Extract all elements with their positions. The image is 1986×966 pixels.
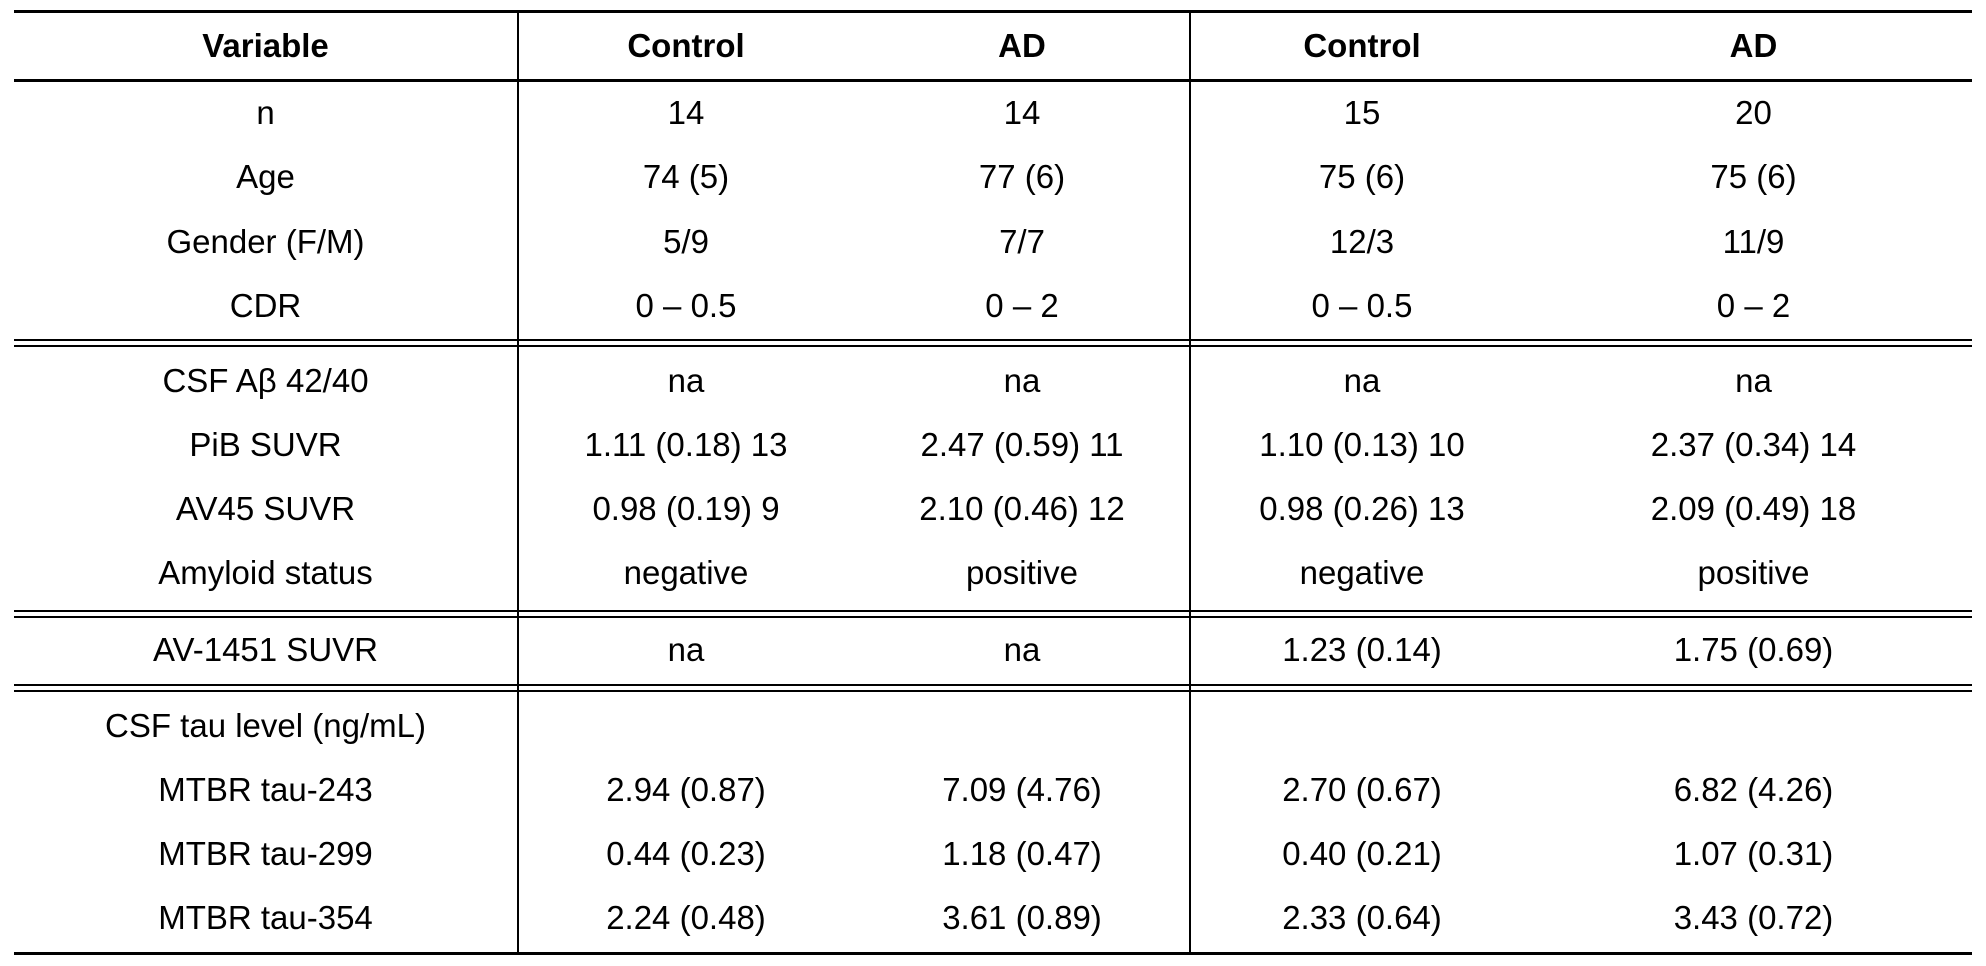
table-row: MTBR tau-299 0.44 (0.23) 1.18 (0.47) 0.4… xyxy=(14,824,1972,884)
row-label: MTBR tau-354 xyxy=(158,899,373,936)
row-label: AV45 SUVR xyxy=(175,490,356,527)
row-label: PiB SUVR xyxy=(189,426,342,463)
section-rule-2 xyxy=(14,610,1972,612)
table-cell: positive xyxy=(966,554,1078,591)
table-cell: 2.09 (0.49) 18 xyxy=(1650,490,1857,527)
table-row: PiB SUVR 1.11 (0.18) 13 2.47 (0.59) 11 1… xyxy=(14,415,1972,475)
section-rule-1b xyxy=(14,345,1972,347)
table-cell: 2.24 (0.48) xyxy=(606,899,766,936)
table-cell: 75 (6) xyxy=(1318,158,1406,195)
table-cell: 2.37 (0.34) 14 xyxy=(1650,426,1857,463)
header-control-2: Control xyxy=(1303,27,1421,64)
table-cell: positive xyxy=(1697,554,1810,591)
table-cell: 2.47 (0.59) 11 xyxy=(920,426,1124,463)
table-cell: 11/9 xyxy=(1722,223,1785,260)
table-cell: 74 (5) xyxy=(642,158,730,195)
table-cell: 1.23 (0.14) xyxy=(1282,631,1442,668)
row-label: MTBR tau-299 xyxy=(158,835,373,872)
table-cell: 14 xyxy=(667,94,705,131)
bottom-rule xyxy=(14,952,1972,955)
header-rule xyxy=(14,79,1972,82)
table-cell: 0 – 2 xyxy=(985,287,1059,324)
section-rule-3b xyxy=(14,690,1972,692)
table-cell: 0 – 2 xyxy=(1716,287,1791,324)
table-cell: 2.94 (0.87) xyxy=(606,771,766,808)
table-cell: 1.07 (0.31) xyxy=(1673,835,1834,872)
table-row: AV-1451 SUVR na na 1.23 (0.14) 1.75 (0.6… xyxy=(14,620,1972,680)
table-cell: negative xyxy=(1299,554,1425,591)
header-variable: Variable xyxy=(202,27,329,64)
table-cell xyxy=(519,696,853,756)
table-cell: 1.75 (0.69) xyxy=(1673,631,1834,668)
table-cell: 0 – 0.5 xyxy=(1311,287,1413,324)
table-row: CSF Aβ 42/40 na na na na xyxy=(14,351,1972,411)
table-cell: 7.09 (4.76) xyxy=(942,771,1102,808)
table-cell: 2.70 (0.67) xyxy=(1282,771,1442,808)
table-cell: 0 – 0.5 xyxy=(635,287,737,324)
section-rule-3 xyxy=(14,684,1972,686)
table-cell: na xyxy=(1003,631,1041,668)
section-rule-2b xyxy=(14,616,1972,618)
table-cell: na xyxy=(1003,362,1041,399)
table-cell xyxy=(1191,696,1533,756)
table-row: Amyloid status negative positive negativ… xyxy=(14,543,1972,603)
table-row: MTBR tau-243 2.94 (0.87) 7.09 (4.76) 2.7… xyxy=(14,760,1972,820)
table-cell: 3.61 (0.89) xyxy=(942,899,1102,936)
table-cell: 75 (6) xyxy=(1710,158,1797,195)
row-label: MTBR tau-243 xyxy=(158,771,373,808)
table-cell xyxy=(1535,696,1972,756)
table-cell: na xyxy=(667,362,705,399)
table-cell: na xyxy=(1343,362,1381,399)
table-cell: 77 (6) xyxy=(978,158,1066,195)
table-cell: 0.98 (0.19) 9 xyxy=(592,490,780,527)
table-cell: 7/7 xyxy=(999,223,1045,260)
section-rule-1 xyxy=(14,339,1972,341)
table-cell: 0.44 (0.23) xyxy=(606,835,766,872)
table-cell: 12/3 xyxy=(1329,223,1395,260)
table-cell: 5/9 xyxy=(663,223,709,260)
table-cell xyxy=(855,696,1189,756)
table-cell: 15 xyxy=(1343,94,1381,131)
table-cell: 1.18 (0.47) xyxy=(942,835,1102,872)
table-cell: 20 xyxy=(1735,94,1772,131)
table-cell: na xyxy=(1735,362,1772,399)
row-label: Amyloid status xyxy=(158,554,373,591)
table-row: CSF tau level (ng/mL) xyxy=(14,696,1972,756)
header-ad-1: AD xyxy=(998,27,1046,64)
table-cell: negative xyxy=(623,554,749,591)
row-label: CSF tau level (ng/mL) xyxy=(105,707,426,744)
table-cell: 14 xyxy=(1003,94,1041,131)
row-label: AV-1451 SUVR xyxy=(152,631,378,668)
table-cell: 1.11 (0.18) 13 xyxy=(584,426,788,463)
row-label: Age xyxy=(236,158,295,195)
row-label: CDR xyxy=(229,287,302,324)
row-label: n xyxy=(256,94,275,131)
top-rule xyxy=(14,10,1972,13)
row-label: Gender (F/M) xyxy=(166,223,365,260)
table-cell: na xyxy=(667,631,705,668)
table-cell: 6.82 (4.26) xyxy=(1673,771,1834,808)
column-divider-2 xyxy=(1189,10,1191,954)
table-cell: 0.98 (0.26) 13 xyxy=(1259,490,1465,527)
table-cell: 0.40 (0.21) xyxy=(1282,835,1442,872)
table-header-row: Variable Control AD Control AD xyxy=(14,16,1972,76)
table-row: AV45 SUVR 0.98 (0.19) 9 2.10 (0.46) 12 0… xyxy=(14,479,1972,539)
row-label: CSF Aβ 42/40 xyxy=(162,362,369,399)
table-cell: 2.33 (0.64) xyxy=(1282,899,1442,936)
header-control-1: Control xyxy=(627,27,745,64)
table-cell: 2.10 (0.46) 12 xyxy=(919,490,1125,527)
table-row: CDR 0 – 0.5 0 – 2 0 – 0.5 0 – 2 xyxy=(14,276,1972,336)
table-row: Gender (F/M) 5/9 7/7 12/3 11/9 xyxy=(14,212,1972,272)
column-divider-1 xyxy=(517,10,519,954)
table-cell: 1.10 (0.13) 10 xyxy=(1259,426,1465,463)
table-cell: 3.43 (0.72) xyxy=(1673,899,1834,936)
table-row: MTBR tau-354 2.24 (0.48) 3.61 (0.89) 2.3… xyxy=(14,888,1972,948)
table-row: Age 74 (5) 77 (6) 75 (6) 75 (6) xyxy=(14,147,1972,207)
header-ad-2: AD xyxy=(1729,27,1778,64)
table-row: n 14 14 15 20 xyxy=(14,83,1972,143)
